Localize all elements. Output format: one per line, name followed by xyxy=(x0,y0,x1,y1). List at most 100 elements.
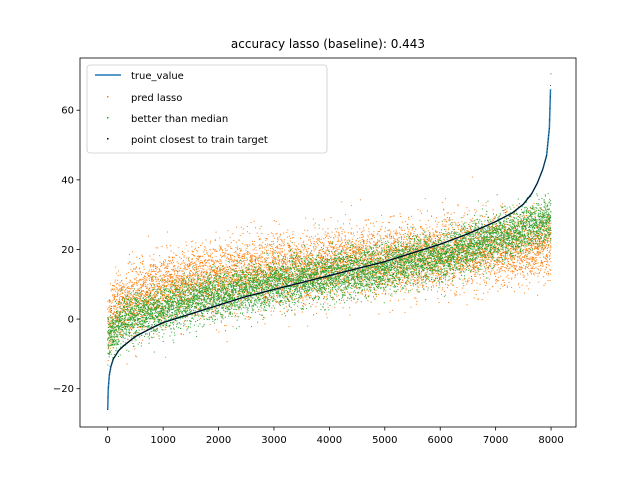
pred-lasso-point xyxy=(211,260,213,262)
pred-lasso-point xyxy=(262,251,264,253)
pred-lasso-point xyxy=(283,278,285,280)
pred-lasso-point xyxy=(125,295,127,297)
pred-lasso-point xyxy=(308,239,310,241)
pred-lasso-point xyxy=(138,295,140,297)
pred-lasso-point xyxy=(236,280,238,282)
pred-lasso-point xyxy=(361,237,363,239)
pred-lasso-point xyxy=(133,263,135,265)
pred-lasso-point xyxy=(239,250,241,252)
pred-lasso-point xyxy=(175,285,177,287)
pred-lasso-point xyxy=(118,303,120,305)
pred-lasso-point xyxy=(313,270,315,272)
pred-lasso-point xyxy=(365,270,367,272)
pred-lasso-point xyxy=(286,266,288,268)
pred-lasso-point xyxy=(237,297,239,299)
pred-lasso-point xyxy=(287,229,289,231)
pred-lasso-point xyxy=(201,292,203,294)
pred-lasso-point xyxy=(111,333,113,335)
pred-lasso-point xyxy=(151,307,153,309)
pred-lasso-point xyxy=(357,262,359,264)
pred-lasso-point xyxy=(211,281,213,283)
pred-lasso-point xyxy=(336,250,338,252)
pred-lasso-point xyxy=(377,232,379,234)
pred-lasso-point xyxy=(307,257,309,259)
pred-lasso-point xyxy=(183,273,185,275)
pred-lasso-point xyxy=(254,240,256,242)
pred-lasso-point xyxy=(219,270,221,272)
pred-lasso-point xyxy=(130,327,132,329)
pred-lasso-point xyxy=(289,263,291,265)
pred-lasso-point xyxy=(164,307,166,309)
pred-lasso-point xyxy=(236,266,238,268)
pred-lasso-point xyxy=(362,258,364,260)
pred-lasso-point xyxy=(271,314,273,316)
pred-lasso-point xyxy=(112,325,114,327)
pred-lasso-point xyxy=(352,257,354,259)
pred-lasso-point xyxy=(183,298,185,300)
pred-lasso-point xyxy=(148,303,150,305)
pred-lasso-point xyxy=(324,265,326,267)
pred-lasso-point xyxy=(308,261,310,263)
pred-lasso-point xyxy=(113,295,115,297)
pred-lasso-point xyxy=(342,252,344,254)
pred-lasso-point xyxy=(146,277,148,279)
pred-lasso-point xyxy=(267,298,269,300)
pred-lasso-point xyxy=(318,290,320,292)
pred-lasso-point xyxy=(150,266,152,268)
pred-lasso-point xyxy=(322,260,324,262)
pred-lasso-point xyxy=(257,259,259,261)
pred-lasso-point xyxy=(210,297,212,299)
pred-lasso-point xyxy=(157,290,159,292)
pred-lasso-point xyxy=(251,272,253,274)
pred-lasso-point xyxy=(224,252,226,254)
pred-lasso-point xyxy=(359,199,361,201)
pred-lasso-point xyxy=(294,273,296,275)
pred-lasso-point xyxy=(341,297,343,299)
pred-lasso-point xyxy=(341,239,343,241)
pred-lasso-point xyxy=(254,255,256,257)
pred-lasso-point xyxy=(323,269,325,271)
pred-lasso-point xyxy=(303,269,305,271)
pred-lasso-point xyxy=(283,249,285,251)
pred-lasso-point xyxy=(221,279,223,281)
pred-lasso-point xyxy=(285,280,287,282)
pred-lasso-point xyxy=(227,276,229,278)
pred-lasso-point xyxy=(307,295,309,297)
pred-lasso-point xyxy=(339,260,341,262)
pred-lasso-point xyxy=(303,240,305,242)
pred-lasso-point xyxy=(229,282,231,284)
pred-lasso-point xyxy=(295,264,297,266)
pred-lasso-point xyxy=(154,276,156,278)
pred-lasso-point xyxy=(184,267,186,269)
pred-lasso-point xyxy=(166,265,168,267)
pred-lasso-point xyxy=(349,219,351,221)
pred-lasso-point xyxy=(350,255,352,257)
pred-lasso-point xyxy=(205,271,207,273)
pred-lasso-point xyxy=(364,257,366,259)
pred-lasso-point xyxy=(235,284,237,286)
pred-lasso-point xyxy=(175,270,177,272)
pred-lasso-point xyxy=(334,257,336,259)
pred-lasso-point xyxy=(179,298,181,300)
pred-lasso-point xyxy=(381,274,383,276)
pred-lasso-point xyxy=(278,244,280,246)
pred-lasso-point xyxy=(313,265,315,267)
pred-lasso-point xyxy=(341,245,343,247)
pred-lasso-point xyxy=(142,339,144,341)
pred-lasso-point xyxy=(326,291,328,293)
pred-lasso-point xyxy=(110,341,112,343)
pred-lasso-point xyxy=(165,286,167,288)
pred-lasso-point xyxy=(172,292,174,294)
pred-lasso-point xyxy=(169,275,171,277)
pred-lasso-point xyxy=(271,241,273,243)
pred-lasso-point xyxy=(198,255,200,257)
pred-lasso-point xyxy=(231,264,233,266)
pred-lasso-point xyxy=(216,275,218,277)
pred-lasso-point xyxy=(331,243,333,245)
pred-lasso-point xyxy=(287,246,289,248)
pred-lasso-point xyxy=(178,284,180,286)
pred-lasso-point xyxy=(120,346,122,348)
pred-lasso-point xyxy=(288,260,290,262)
pred-lasso-point xyxy=(161,293,163,295)
pred-lasso-point xyxy=(113,323,115,325)
